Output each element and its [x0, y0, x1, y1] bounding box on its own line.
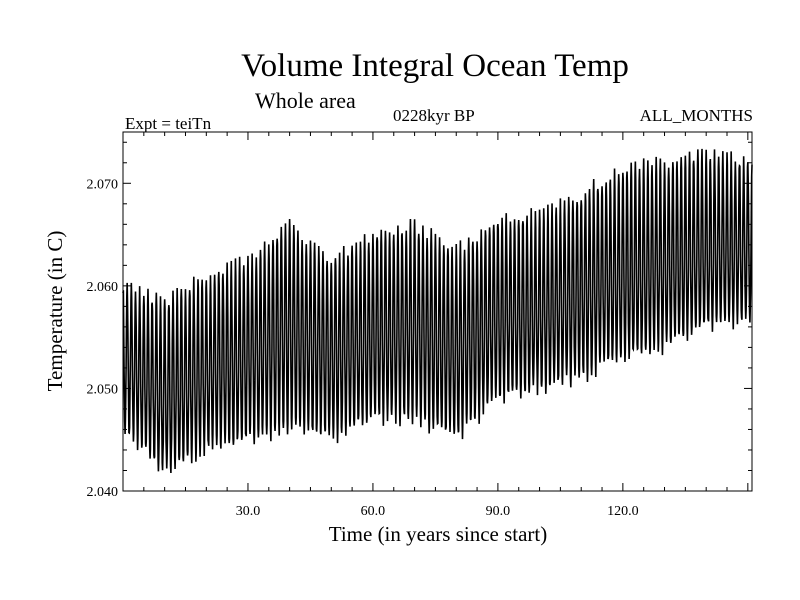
x-axis-title: Time (in years since start): [329, 522, 548, 546]
y-tick-label: 2.070: [87, 177, 119, 192]
x-tick-label: 30.0: [236, 504, 261, 519]
x-tick-label: 60.0: [361, 504, 386, 519]
y-axis-title: Temperature (in C): [43, 231, 67, 392]
months-label: ALL_MONTHS: [639, 106, 753, 125]
series-line-ocean-temp: [122, 148, 753, 474]
series-layer: [122, 148, 753, 474]
x-tick-label: 90.0: [486, 504, 511, 519]
experiment-label: Expt = teiTn: [125, 114, 212, 133]
chart-title: Volume Integral Ocean Temp: [241, 48, 629, 84]
period-label: 0228kyr BP: [393, 106, 475, 125]
y-tick-label: 2.050: [87, 382, 119, 397]
x-tick-label: 120.0: [607, 504, 639, 519]
chart-subtitle: Whole area: [255, 88, 356, 113]
plot-frame: [122, 131, 753, 492]
y-tick-label: 2.060: [87, 280, 119, 295]
tick-layer: 30.0 60.0 90.0 120.0 2.040 2.050 2.060 2.070: [87, 132, 752, 519]
y-tick-label: 2.040: [87, 485, 119, 500]
